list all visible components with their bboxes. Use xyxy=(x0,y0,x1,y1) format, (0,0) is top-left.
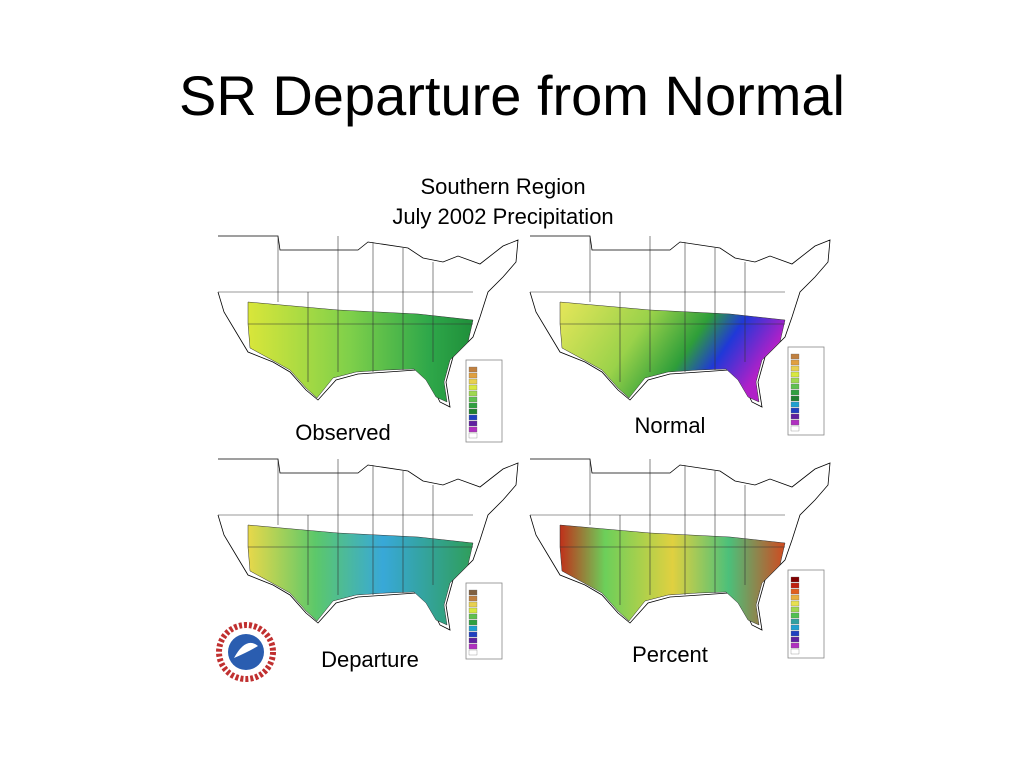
legend-swatch xyxy=(468,601,478,608)
legend-swatch xyxy=(790,401,800,408)
precip-region xyxy=(559,301,786,403)
legend-swatch xyxy=(468,390,478,397)
legend-box xyxy=(465,359,503,443)
nws-logo xyxy=(216,622,276,682)
legend-swatch xyxy=(790,582,800,589)
legend-swatch xyxy=(468,613,478,620)
legend-box xyxy=(787,346,825,436)
legend-swatch xyxy=(468,625,478,632)
precip-region xyxy=(247,524,474,626)
panel-label: Normal xyxy=(635,413,706,438)
legend-swatch xyxy=(468,408,478,415)
legend-swatch xyxy=(790,642,800,649)
legend-swatch xyxy=(468,420,478,427)
legend-swatch xyxy=(790,419,800,426)
panel-label: Percent xyxy=(632,642,708,667)
legend-swatch xyxy=(790,407,800,414)
legend-swatch xyxy=(468,402,478,409)
legend-swatch xyxy=(468,631,478,638)
legend-swatch xyxy=(790,389,800,396)
legend-swatch xyxy=(790,371,800,378)
legend-swatch xyxy=(790,377,800,384)
legend-swatch xyxy=(790,624,800,631)
legend-swatch xyxy=(468,396,478,403)
precip-region xyxy=(559,524,786,626)
precip-region xyxy=(247,301,474,403)
legend-swatch xyxy=(790,594,800,601)
legend-swatch xyxy=(790,636,800,643)
legend-swatch xyxy=(790,606,800,613)
legend-swatch xyxy=(468,637,478,644)
legend-swatch xyxy=(790,383,800,390)
legend-swatch xyxy=(468,414,478,421)
legend-swatch xyxy=(790,648,800,655)
legend-swatch xyxy=(468,619,478,626)
legend-swatch xyxy=(468,372,478,379)
legend-swatch xyxy=(468,643,478,650)
legend-swatch xyxy=(468,366,478,373)
legend-swatch xyxy=(790,612,800,619)
map-panel xyxy=(529,235,831,436)
legend-swatch xyxy=(790,359,800,366)
legend-swatch xyxy=(790,395,800,402)
legend-swatch xyxy=(790,365,800,372)
slide-title: SR Departure from Normal xyxy=(179,64,845,127)
map-panel xyxy=(217,458,519,660)
legend-swatch xyxy=(790,588,800,595)
figure-title: Southern Region xyxy=(420,174,585,199)
legend-swatch xyxy=(468,649,478,656)
legend-swatch xyxy=(468,432,478,439)
legend-swatch xyxy=(468,378,478,385)
legend-swatch xyxy=(790,353,800,360)
figure-subtitle: July 2002 Precipitation xyxy=(392,204,613,229)
legend-swatch xyxy=(468,595,478,602)
legend-swatch xyxy=(790,618,800,625)
legend-swatch xyxy=(468,384,478,391)
panel-label: Departure xyxy=(321,647,419,672)
legend-box xyxy=(465,582,503,660)
legend-swatch xyxy=(790,425,800,432)
map-panel xyxy=(529,458,831,659)
legend-box xyxy=(787,569,825,659)
legend-swatch xyxy=(468,426,478,433)
panel-label: Observed xyxy=(295,420,390,445)
legend-swatch xyxy=(790,576,800,583)
legend-swatch xyxy=(790,413,800,420)
legend-swatch xyxy=(790,630,800,637)
map-panel xyxy=(217,235,519,443)
legend-swatch xyxy=(790,600,800,607)
legend-swatch xyxy=(468,589,478,596)
legend-swatch xyxy=(468,607,478,614)
map-grid xyxy=(217,235,831,660)
